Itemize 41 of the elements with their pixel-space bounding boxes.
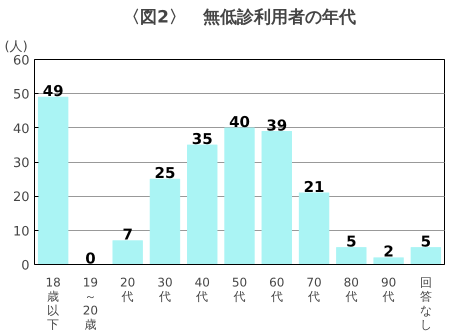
y-tick-label: 0 [21, 258, 30, 274]
x-tick-label: 30代 [157, 276, 173, 304]
x-tick-label: 80代 [344, 276, 359, 304]
x-tick-label: 70代 [306, 276, 322, 304]
data-label: 7 [122, 226, 133, 244]
data-label: 2 [383, 242, 394, 261]
data-label: 25 [154, 164, 176, 182]
data-label: 0 [85, 250, 96, 268]
data-label: 49 [42, 82, 64, 100]
bar [262, 130, 292, 264]
bar [187, 144, 218, 264]
chart-title: 〈図2〉 無低診利用者の年代 [123, 8, 356, 28]
x-tick-label: 回答なし [420, 276, 432, 332]
x-tick-label: 40代 [194, 276, 210, 304]
y-tick-label: 10 [12, 224, 30, 240]
y-axis-title: (人) [4, 40, 28, 54]
bar [298, 192, 330, 264]
bar [224, 128, 255, 264]
y-tick-label: 60 [12, 54, 30, 68]
data-label: 5 [346, 232, 357, 250]
x-tick-label: 90代 [380, 276, 396, 304]
data-label: 5 [420, 232, 432, 250]
data-label: 40 [229, 112, 250, 131]
data-label: 21 [304, 178, 324, 196]
y-tick-label: 50 [12, 88, 30, 103]
bar [410, 247, 442, 264]
x-tick-label: 50代 [232, 276, 248, 304]
y-tick-label: 20 [12, 190, 30, 206]
data-label: 35 [192, 130, 213, 148]
bar [336, 247, 367, 264]
bar [112, 240, 143, 264]
y-tick-label: 40 [12, 122, 30, 137]
y-tick-label: 30 [12, 156, 30, 171]
data-label: 39 [266, 116, 288, 134]
bar [38, 96, 68, 264]
bar [150, 178, 180, 264]
x-tick-label: 60代 [269, 276, 284, 304]
x-tick-label: 20代 [120, 276, 136, 304]
x-tick-label: 19～20歳 [82, 276, 98, 332]
x-tick-label: 18歳以下 [46, 276, 61, 332]
bar [373, 257, 404, 264]
